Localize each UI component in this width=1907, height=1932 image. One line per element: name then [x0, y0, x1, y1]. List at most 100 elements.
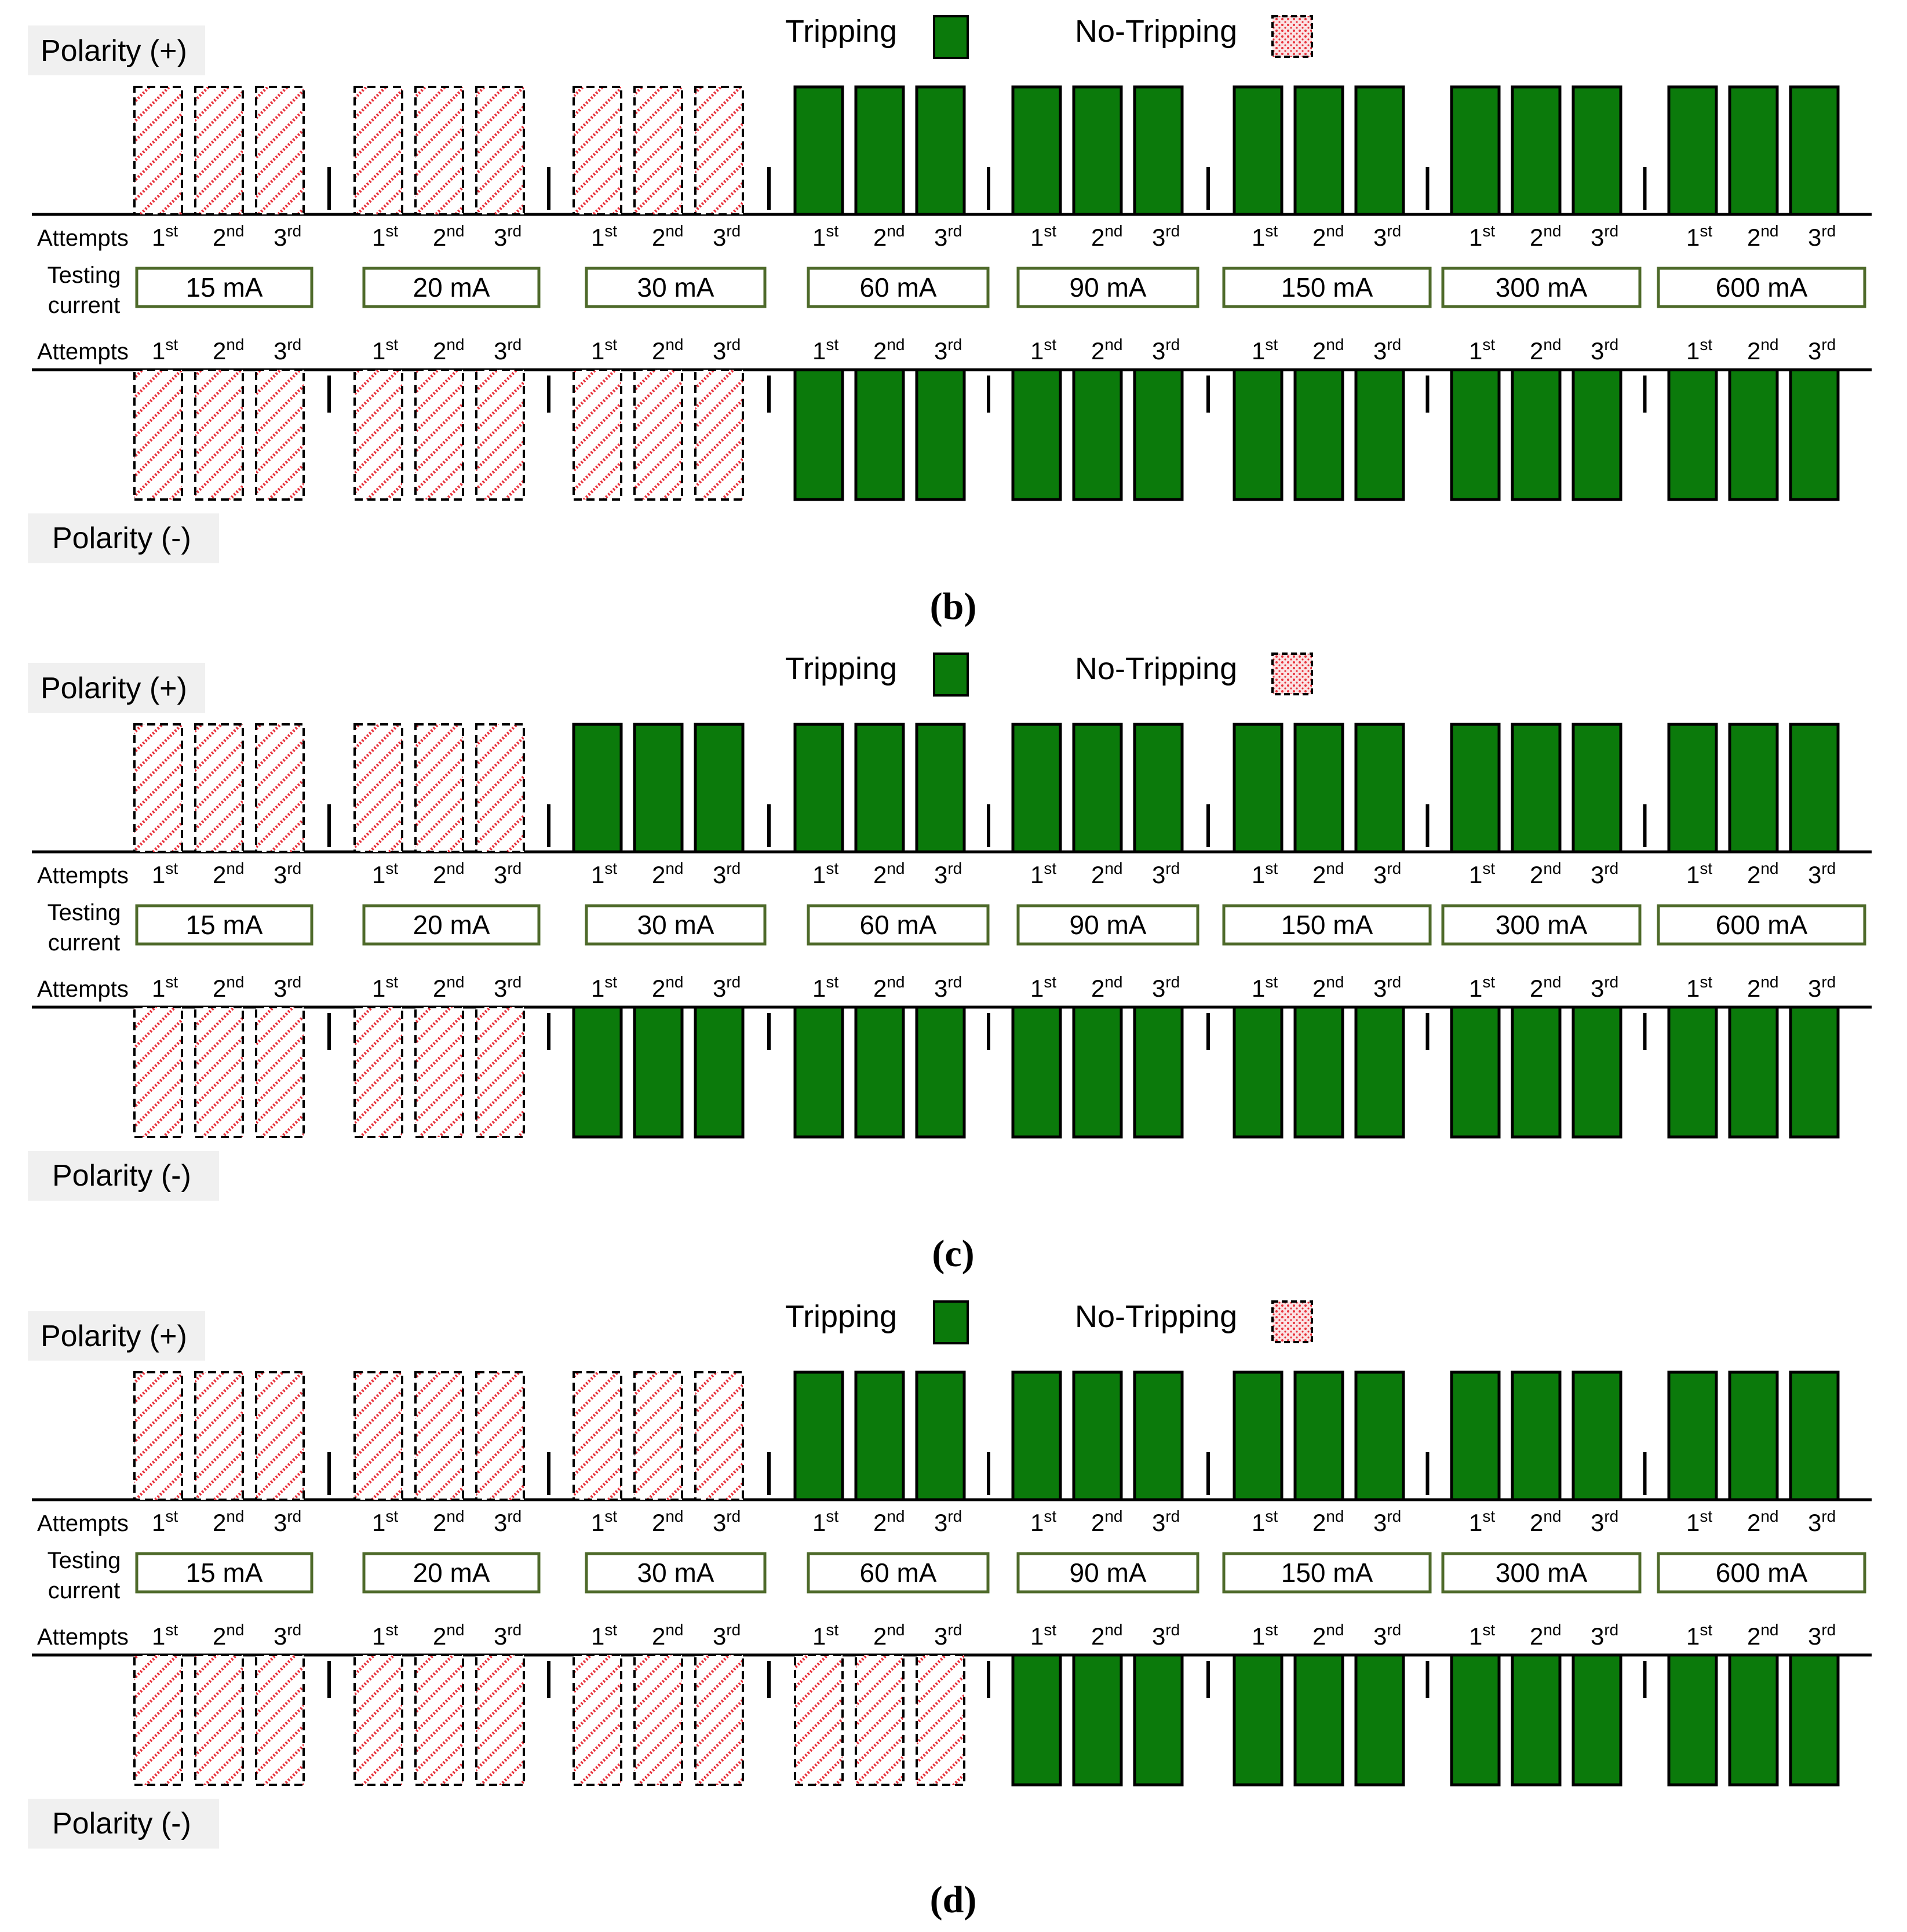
testing-current-box [1441, 267, 1642, 308]
positive-attempt-ordinal: 3rd [1152, 859, 1180, 888]
testing-current-value: 20 mA [413, 1558, 490, 1588]
current-label: current [48, 1578, 121, 1603]
negative-bar-20ma-attempt-1-no-tripping [353, 1654, 403, 1786]
negative-attempt-ordinal: 3rd [274, 973, 301, 1002]
negative-attempt-ordinal: 1st [812, 973, 838, 1002]
polarity-negative-label-bg [28, 1151, 219, 1201]
positive-bar-20ma-attempt-2-no-tripping [414, 723, 464, 853]
positive-attempt-ordinal: 1st [1030, 1507, 1056, 1536]
negative-attempt-ordinal: 3rd [274, 336, 301, 364]
positive-bar-300ma-attempt-1-tripping [1450, 723, 1501, 854]
positive-bar-300ma-attempt-3-tripping [1571, 85, 1622, 216]
positive-bar-15ma-attempt-1-no-tripping [133, 723, 183, 853]
negative-bar-20ma-attempt-2-no-tripping [414, 1006, 464, 1138]
legend-no-tripping-label: No-Tripping [1075, 1299, 1237, 1334]
negative-bar-600ma-attempt-1-tripping [1667, 1005, 1718, 1139]
negative-bar-60ma-attempt-1-no-tripping [794, 1654, 844, 1786]
positive-bar-60ma-attempt-3-tripping [915, 85, 966, 216]
testing-current-value: 30 mA [637, 272, 714, 302]
testing-current-box [362, 267, 541, 308]
positive-attempt-ordinal: 1st [1469, 222, 1495, 251]
negative-attempt-ordinal: 3rd [494, 336, 522, 364]
testing-current-value: 90 mA [1070, 910, 1147, 940]
positive-bar-90ma-attempt-3-tripping [1133, 723, 1184, 854]
negative-attempt-ordinal: 3rd [494, 973, 522, 1002]
positive-bar-600ma-attempt-1-tripping [1667, 723, 1718, 854]
negative-attempt-ordinal: 2nd [1747, 336, 1779, 364]
positive-attempt-ordinal: 1st [591, 222, 617, 251]
negative-bar-30ma-attempt-1-tripping [572, 1005, 623, 1139]
testing-current-box [807, 267, 990, 308]
negative-attempt-ordinal: 1st [1686, 1621, 1712, 1650]
negative-attempt-ordinal: 3rd [1591, 1621, 1618, 1650]
testing-current-box [585, 904, 767, 946]
negative-bar-90ma-attempt-1-tripping [1011, 368, 1062, 501]
positive-attempt-ordinal: 1st [1686, 859, 1712, 888]
negative-bar-60ma-attempt-2-tripping [854, 1005, 905, 1139]
positive-attempt-ordinal: 1st [1252, 1507, 1278, 1536]
negative-attempt-ordinal: 2nd [873, 973, 905, 1002]
negative-bar-600ma-attempt-1-tripping [1667, 368, 1718, 501]
positive-bar-150ma-attempt-1-tripping [1233, 85, 1284, 216]
testing-current-box [585, 1552, 767, 1594]
testing-current-value: 150 mA [1281, 1558, 1373, 1588]
attempts-label-positive: Attempts [37, 863, 129, 888]
positive-attempt-ordinal: 1st [152, 859, 178, 888]
negative-attempt-ordinal: 3rd [274, 1621, 301, 1650]
positive-attempt-ordinal: 3rd [713, 859, 741, 888]
attempts-label-negative: Attempts [37, 976, 129, 1002]
negative-attempt-ordinal: 1st [591, 1621, 617, 1650]
testing-current-value: 30 mA [637, 1558, 714, 1588]
negative-bar-300ma-attempt-1-tripping [1450, 1653, 1501, 1787]
negative-bar-60ma-attempt-3-tripping [915, 1005, 966, 1139]
negative-bar-150ma-attempt-1-tripping [1233, 368, 1284, 501]
testing-current-box [135, 904, 313, 946]
positive-bar-20ma-attempt-1-no-tripping [353, 723, 403, 853]
negative-attempt-ordinal: 1st [1252, 1621, 1278, 1650]
legend-no-tripping-swatch [1271, 15, 1313, 58]
testing-label: Testing [48, 263, 121, 288]
panel-caption: (b) [930, 585, 977, 628]
positive-bar-90ma-attempt-2-tripping [1072, 723, 1123, 854]
negative-attempt-ordinal: 3rd [713, 336, 741, 364]
positive-attempt-ordinal: 2nd [433, 1507, 465, 1536]
polarity-negative-label-bg [28, 1799, 219, 1849]
panel-caption: (d) [930, 1879, 977, 1921]
attempts-label-positive: Attempts [37, 1511, 129, 1536]
positive-bar-30ma-attempt-2-no-tripping [633, 1371, 683, 1501]
polarity-positive-label-bg [28, 25, 205, 75]
testing-current-box [807, 904, 990, 946]
negative-attempt-ordinal: 2nd [1530, 1621, 1562, 1650]
negative-bar-30ma-attempt-1-no-tripping [573, 369, 622, 501]
positive-bar-30ma-attempt-2-no-tripping [633, 86, 683, 216]
negative-attempt-ordinal: 3rd [1808, 336, 1836, 364]
positive-attempt-ordinal: 2nd [873, 222, 905, 251]
positive-bar-300ma-attempt-1-tripping [1450, 1370, 1501, 1501]
positive-attempt-ordinal: 3rd [494, 859, 522, 888]
positive-attempt-ordinal: 2nd [1312, 859, 1344, 888]
positive-attempt-ordinal: 3rd [1591, 222, 1618, 251]
positive-bar-90ma-attempt-2-tripping [1072, 1370, 1123, 1501]
testing-current-value: 300 mA [1496, 272, 1588, 302]
positive-attempt-ordinal: 2nd [1312, 1507, 1344, 1536]
legend-tripping-swatch [933, 15, 969, 59]
positive-bar-300ma-attempt-2-tripping [1511, 723, 1562, 854]
positive-bar-60ma-attempt-2-tripping [854, 723, 905, 854]
negative-attempt-ordinal: 2nd [213, 1621, 245, 1650]
positive-attempt-ordinal: 1st [1469, 859, 1495, 888]
negative-attempt-ordinal: 2nd [1091, 973, 1123, 1002]
positive-bar-150ma-attempt-3-tripping [1354, 1370, 1405, 1501]
polarity-positive-label-bg [28, 1311, 205, 1361]
negative-bar-20ma-attempt-1-no-tripping [353, 369, 403, 501]
negative-attempt-ordinal: 3rd [1591, 336, 1618, 364]
testing-current-value: 20 mA [413, 272, 490, 302]
negative-attempt-ordinal: 3rd [1808, 1621, 1836, 1650]
legend-tripping-swatch [933, 652, 969, 697]
negative-attempt-ordinal: 3rd [713, 1621, 741, 1650]
negative-bar-300ma-attempt-2-tripping [1511, 368, 1562, 501]
positive-attempt-ordinal: 3rd [934, 1507, 962, 1536]
positive-attempt-ordinal: 2nd [1530, 859, 1562, 888]
positive-attempt-ordinal: 1st [152, 222, 178, 251]
positive-bar-30ma-attempt-1-tripping [572, 723, 623, 854]
positive-attempt-ordinal: 2nd [1530, 1507, 1562, 1536]
